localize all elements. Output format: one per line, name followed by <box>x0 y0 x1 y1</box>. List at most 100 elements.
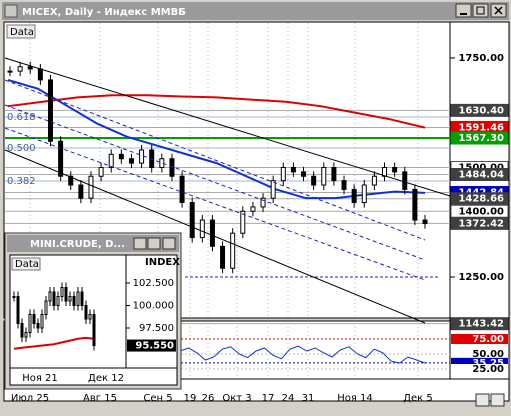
candle <box>179 175 185 204</box>
candle <box>76 291 80 306</box>
candle <box>321 167 327 186</box>
indicator-tick-label: 35.25 <box>472 358 504 369</box>
inset-tick-label: 100.000 <box>133 301 174 312</box>
main-chart: Июл 25 Авг 15 Сен 5 19 26 Окт 3 17 24 31 Ноя 14 Де… <box>5 23 509 404</box>
scroll-button[interactable] <box>490 393 505 407</box>
inset-minimize[interactable] <box>133 237 147 250</box>
candle <box>16 296 20 324</box>
scroll-button[interactable] <box>475 393 490 407</box>
candle <box>402 171 408 190</box>
candle <box>24 332 28 338</box>
inset-date-axis <box>9 367 178 386</box>
minimize-button[interactable] <box>455 3 472 18</box>
candle <box>56 296 60 306</box>
y-tick-label: 1750.00 <box>458 53 504 64</box>
marker-box <box>450 317 509 331</box>
candle <box>88 314 92 320</box>
date-label: Окт 3 <box>222 393 251 404</box>
candle <box>20 323 24 338</box>
candle <box>80 291 84 306</box>
inset-tick-label: 102.500 <box>133 278 174 289</box>
marker-box <box>450 131 509 145</box>
candle <box>88 175 94 199</box>
indicator-tick-label: 50.00 <box>472 349 504 360</box>
candle <box>68 296 72 302</box>
fib-label: 0.618 <box>7 112 36 123</box>
candle <box>17 66 23 72</box>
marker-box <box>450 167 509 181</box>
window-buttons[interactable] <box>455 3 507 18</box>
candle <box>311 175 317 186</box>
marker-label: 1591.46 <box>458 122 504 133</box>
marker-label: 1630.40 <box>458 105 504 116</box>
title-bar <box>2 2 509 20</box>
candle <box>351 188 357 204</box>
date-label: 24 <box>282 393 295 404</box>
fib-label: 0.382 <box>7 176 36 187</box>
date-label: Июл 25 <box>11 393 49 404</box>
candle <box>139 149 145 164</box>
date-label: Ноя 14 <box>337 393 373 404</box>
inset-current-box <box>127 339 176 352</box>
candle <box>341 180 347 190</box>
inset-maximize[interactable] <box>147 237 161 250</box>
fib-label: 0.500 <box>7 143 36 154</box>
indicator-box <box>451 349 508 359</box>
candle <box>371 175 377 186</box>
candle <box>392 167 398 173</box>
indicator-tick-label: 75.00 <box>472 334 504 345</box>
inset-price-pane <box>9 254 127 369</box>
candle <box>301 171 307 177</box>
inset-current-label: 95.550 <box>135 341 174 352</box>
candle <box>58 140 64 177</box>
data-label-box <box>6 24 36 39</box>
candle <box>12 296 16 298</box>
candle <box>260 197 266 208</box>
data-label: Data <box>10 27 34 38</box>
inset-data-box <box>11 257 41 271</box>
inset-axis-header: INDEX <box>145 257 180 268</box>
marker-box <box>450 103 509 117</box>
inset-window: MINI.CRUDE, D... Data INDEX 102.500 100.0… <box>4 232 182 390</box>
inset-chart: 102.500 100.000 97.500 95.550 Ноя 21 Дек 12 <box>12 278 176 384</box>
candle <box>189 202 195 239</box>
marker-label: 1400.00 <box>458 206 504 217</box>
candle <box>52 291 56 306</box>
date-label: Авг 15 <box>83 393 117 404</box>
candle <box>48 291 52 302</box>
candle <box>27 66 33 70</box>
candle <box>44 300 48 315</box>
maximize-button[interactable] <box>472 3 489 18</box>
window-title: MICEX, Daily - Индекс ММВБ <box>22 7 186 18</box>
inset-ma <box>13 336 95 350</box>
marker-label: 1484.04 <box>458 169 504 180</box>
candle <box>220 245 226 269</box>
inset-close[interactable] <box>162 237 176 250</box>
candle <box>60 287 64 297</box>
candle <box>331 167 337 182</box>
candle <box>290 167 296 173</box>
inset-tick-label: 97.500 <box>139 323 174 334</box>
date-label: 26 <box>202 393 215 404</box>
date-label: Дек 5 <box>403 393 433 404</box>
candle <box>47 79 53 142</box>
marker-label: 1567.30 <box>458 133 504 144</box>
marker-label: 1428.66 <box>458 194 504 205</box>
candle <box>128 158 134 164</box>
candle <box>28 314 32 333</box>
candle <box>68 175 74 186</box>
inset-date-label: Ноя 21 <box>22 373 58 384</box>
indicator-tick-label: 25.00 <box>472 364 504 375</box>
candle <box>199 219 205 239</box>
indicator-box <box>451 334 508 344</box>
candle <box>270 180 276 199</box>
marker-label: 1372.42 <box>458 218 504 229</box>
marker-label: 1143.42 <box>458 319 504 330</box>
inset-data-label: Data <box>15 259 39 270</box>
candle <box>32 314 36 324</box>
inset-title: MINI.CRUDE, D... <box>30 239 125 250</box>
date-label: Сен 5 <box>143 393 172 404</box>
indicator-line <box>179 345 426 364</box>
